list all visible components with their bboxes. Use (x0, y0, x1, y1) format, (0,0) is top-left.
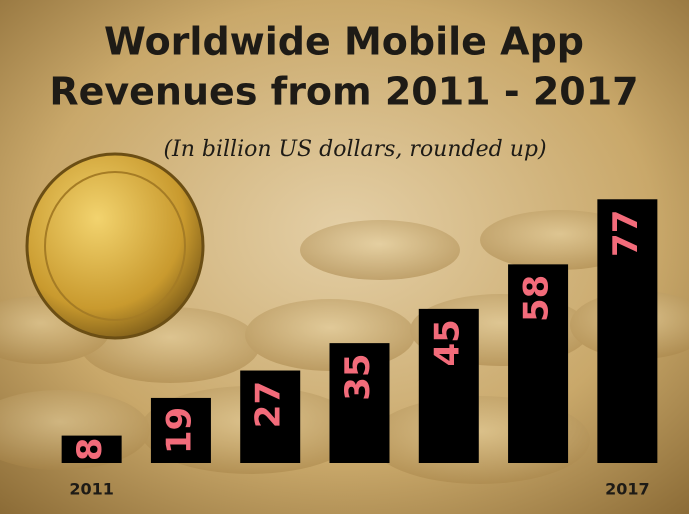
chart-subtitle: (In billion US dollars, rounded up) (163, 137, 546, 162)
x-tick-label: 2017 (605, 480, 650, 499)
value-label: 45 (427, 319, 467, 366)
bar (61, 435, 122, 463)
value-label: 8 (70, 437, 110, 461)
chart-title: Worldwide Mobile App (104, 20, 584, 64)
x-tick-label: 2011 (69, 480, 114, 499)
bar (418, 308, 479, 463)
coin (25, 152, 205, 340)
value-label: 19 (159, 407, 199, 454)
value-label: 58 (517, 275, 557, 322)
bar (508, 264, 569, 463)
value-label: 27 (249, 381, 289, 428)
coin-rim (44, 171, 186, 321)
bar (240, 370, 301, 463)
bar (597, 199, 658, 463)
value-label: 35 (338, 353, 378, 400)
chart-title: Revenues from 2011 - 2017 (49, 70, 638, 114)
value-label: 77 (606, 210, 646, 257)
bar (150, 397, 211, 463)
bar (329, 343, 390, 463)
